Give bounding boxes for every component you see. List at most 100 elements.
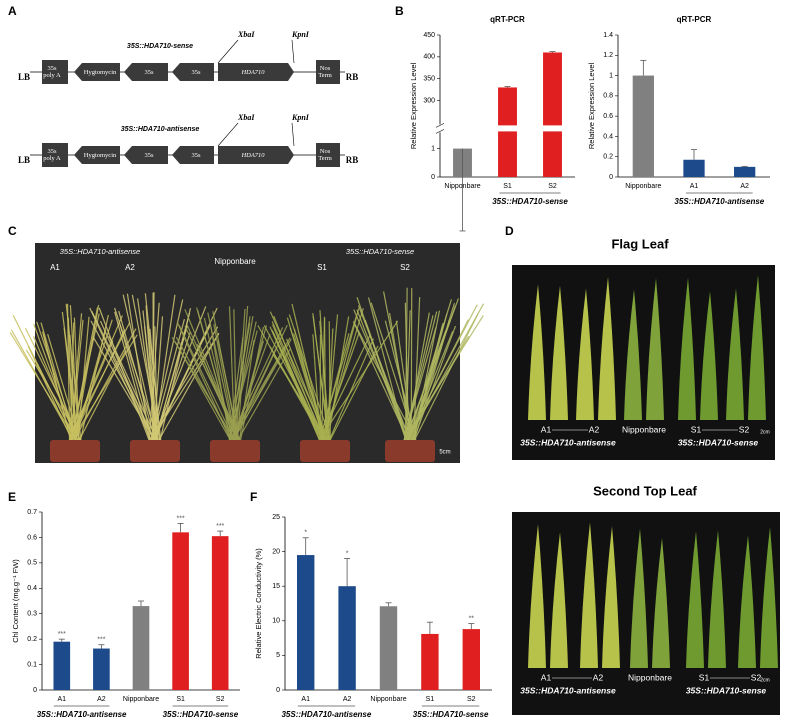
element-label-box: 35s [191, 69, 200, 76]
plant-stem [144, 293, 162, 441]
group-label: 35S::HDA710-sense [492, 197, 568, 206]
axis-break [435, 123, 445, 128]
plant-stem [407, 303, 485, 441]
pot [130, 440, 180, 462]
plant-stem [269, 311, 329, 441]
y-tick-label: 1.2 [603, 52, 613, 59]
construct-element [74, 63, 120, 81]
plant-label: A2 [125, 263, 135, 272]
plant-stem [231, 316, 254, 441]
plant-stem [237, 348, 291, 441]
plant-stem [404, 287, 408, 441]
leaf-label: S1 [699, 672, 710, 682]
plant-stem [9, 332, 77, 441]
restriction-site: KpnI [291, 113, 310, 122]
plant-stem [126, 293, 151, 441]
significance-label: *** [216, 523, 224, 530]
leaf [700, 291, 718, 420]
element-label: HDA710 [241, 68, 265, 76]
leaf [576, 288, 594, 420]
x-tick-label: Nipponbare [123, 696, 159, 703]
significance-label: ** [469, 615, 475, 622]
y-tick-label: 0.2 [27, 636, 37, 643]
plant-stem [210, 327, 231, 441]
plant-stem [12, 315, 76, 441]
significance-label: *** [177, 515, 185, 522]
plant-stem [176, 321, 232, 441]
y-tick-label: 0.6 [603, 113, 613, 120]
photo-title: Second Top Leaf [593, 483, 697, 498]
plant-stem [184, 309, 240, 441]
y-tick-label: 0.6 [27, 534, 37, 541]
y-tick-label: 0.4 [603, 133, 613, 140]
group-label: 35S::HDA710-sense [163, 710, 239, 719]
y-tick-label: 0.8 [603, 93, 613, 100]
y-tick-label: 20 [272, 548, 280, 555]
x-tick-label: A1 [690, 183, 699, 190]
plant-stem [32, 336, 78, 441]
x-tick-label: A2 [97, 696, 106, 703]
plant-stem [289, 327, 327, 441]
panel-label: B [395, 4, 404, 18]
group-label: 35S::HDA710-antisense [281, 710, 371, 719]
plant-stem [65, 303, 82, 441]
plant-stem [318, 335, 371, 441]
plant-stem [47, 333, 80, 441]
y-tick-label: 0.7 [27, 509, 37, 516]
plant-stem [329, 345, 379, 441]
plant-label: Nipponbare [214, 257, 256, 266]
element-label: 35s poly A [43, 148, 61, 162]
bar [211, 536, 229, 690]
panel-label: D [505, 224, 514, 238]
leaf [630, 528, 648, 668]
y-tick-label: 5 [276, 652, 280, 659]
y-tick-label: 15 [272, 583, 280, 590]
border-label: LB [18, 72, 30, 82]
plant-stem [184, 325, 240, 441]
plant-stem [406, 304, 478, 441]
plant-stem [154, 332, 191, 441]
plant-stem [407, 299, 452, 441]
leaf [652, 538, 670, 668]
group-label: 35S::HDA710-sense [686, 685, 767, 695]
element-label: Nos Term [318, 65, 332, 79]
leaf [598, 276, 616, 420]
leaf [738, 535, 756, 668]
y-tick-label: 0 [276, 687, 280, 694]
border-label: RB [346, 155, 359, 165]
pot [385, 440, 435, 462]
leaf [678, 277, 696, 420]
plant-stem [405, 310, 411, 441]
plant-stem [328, 338, 375, 441]
y-tick-label: 0 [609, 174, 613, 181]
plant-stem [413, 325, 457, 441]
plant-label: S1 [317, 263, 327, 272]
y-axis-label: Relative Electric Conductivity (%) [254, 548, 263, 659]
plant-stem [228, 330, 258, 441]
y-tick-label: 10 [272, 618, 280, 625]
plant-stem [91, 310, 156, 441]
scale-label: 2cm [760, 429, 769, 435]
plant-stem [326, 328, 334, 441]
plant-stem [144, 326, 157, 441]
plant-stem [154, 326, 158, 441]
plant-stem [228, 306, 236, 441]
pot [50, 440, 100, 462]
x-tick-label: Nipponbare [625, 183, 661, 190]
x-tick-label: Nipponbare [444, 183, 480, 190]
significance-label: * [346, 550, 349, 557]
element-label-box: Nos Term [318, 65, 332, 79]
leaf [624, 289, 642, 420]
border-label: LB [18, 155, 30, 165]
y-tick-label: 450 [423, 32, 435, 39]
pot [300, 440, 350, 462]
x-tick-label: A2 [740, 183, 749, 190]
leaf [602, 526, 620, 668]
bar [338, 586, 356, 690]
y-axis-label: Chl Content (mg.g⁻¹ FW) [11, 559, 20, 643]
plant-stem [352, 321, 409, 441]
leaf [646, 278, 664, 420]
y-tick-label: 0.2 [603, 154, 613, 161]
border-label: RB [346, 72, 359, 82]
plant-stem [388, 312, 412, 441]
